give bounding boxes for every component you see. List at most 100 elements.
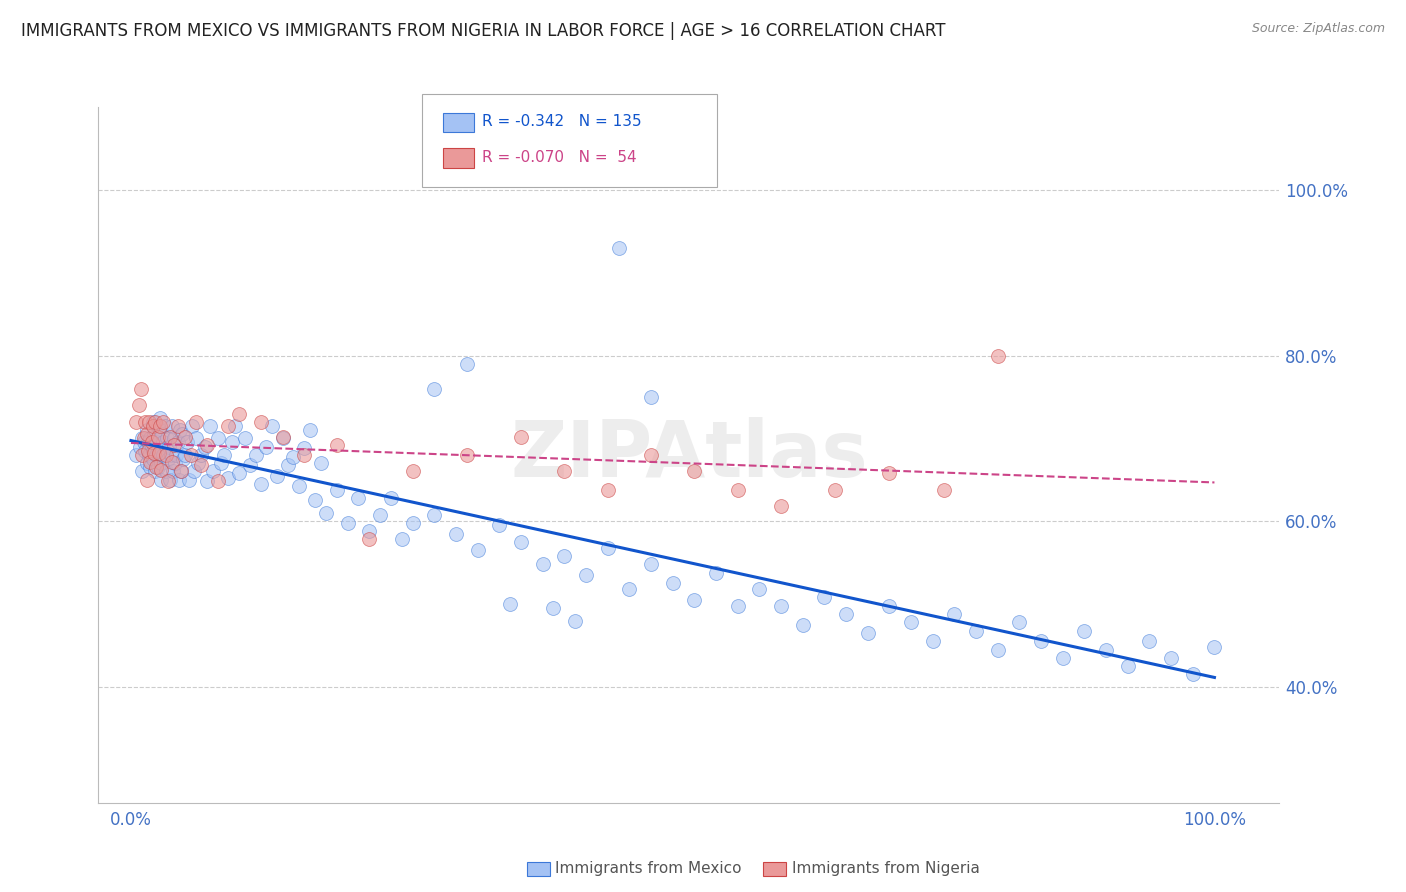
Point [138,448,160,462]
Point [174,448,197,462]
Point [640,558,662,572]
Text: IMMIGRANTS FROM MEXICO VS IMMIGRANTS FROM NIGERIA IN LABOR FORCE | AGE > 16 CORR: IMMIGRANTS FROM MEXICO VS IMMIGRANTS FRO… [21,22,946,40]
Point [159,473,181,487]
Point [180,419,202,434]
Point [160,454,183,468]
Point [134,415,156,429]
Point [174,430,197,444]
Point [368,508,391,522]
Point [444,526,467,541]
Point [510,534,533,549]
Point [228,466,250,480]
Point [488,518,510,533]
Point [543,601,565,615]
Text: Source: ZipAtlas.com: Source: ZipAtlas.com [1251,22,1385,36]
Point [531,558,554,572]
Point [190,448,212,462]
Text: Immigrants from Nigeria: Immigrants from Nigeria [792,862,980,876]
Point [163,438,186,452]
Point [183,465,205,479]
Point [146,460,169,475]
Point [156,475,179,489]
Point [184,415,207,429]
Point [260,419,283,434]
Point [770,500,793,514]
Point [1029,634,1052,648]
Point [145,460,167,475]
Point [195,475,218,489]
Point [607,241,630,255]
Point [142,446,165,460]
Point [233,431,256,445]
Point [640,390,662,404]
Point [155,448,177,462]
Point [150,473,173,487]
Point [145,448,167,462]
Point [1052,651,1074,665]
Point [141,435,163,450]
Point [207,431,229,445]
Point [125,448,148,462]
Point [156,452,179,467]
Point [921,634,943,648]
Point [835,607,858,621]
Point [169,423,191,437]
Point [150,427,173,442]
Point [824,483,846,497]
Point [142,427,165,442]
Point [160,448,183,462]
Point [619,582,641,596]
Point [165,448,187,462]
Point [139,454,162,468]
Point [152,415,174,429]
Point [315,506,337,520]
Point [510,430,533,444]
Point [239,458,262,472]
Text: R = -0.070   N =  54: R = -0.070 N = 54 [482,150,637,165]
Point [856,626,879,640]
Point [1073,624,1095,638]
Point [943,607,966,621]
Point [932,483,955,497]
Point [309,456,332,470]
Point [131,465,153,479]
Point [145,435,167,450]
Point [128,398,150,412]
Point [1116,659,1139,673]
Point [187,456,209,470]
Point [423,508,446,522]
Point [184,431,207,445]
Point [138,415,160,429]
Point [298,423,321,437]
Point [499,597,522,611]
Point [245,448,267,462]
Point [170,465,193,479]
Point [1095,642,1118,657]
Point [1204,640,1226,654]
Point [136,427,159,442]
Point [146,430,169,444]
Point [727,483,749,497]
Point [136,443,159,458]
Point [172,452,194,467]
Point [277,458,299,472]
Point [596,541,619,555]
Point [1160,651,1182,665]
Point [152,435,174,450]
Point [136,423,159,437]
Point [401,516,423,530]
Point [128,440,150,454]
Point [155,465,177,479]
Point [131,448,153,462]
Point [152,448,174,462]
Point [180,448,202,462]
Point [266,468,288,483]
Point [159,430,181,444]
Point [167,473,190,487]
Point [153,419,176,434]
Point [564,614,586,628]
Point [423,382,446,396]
Point [150,463,173,477]
Point [209,456,232,470]
Point [132,435,155,450]
